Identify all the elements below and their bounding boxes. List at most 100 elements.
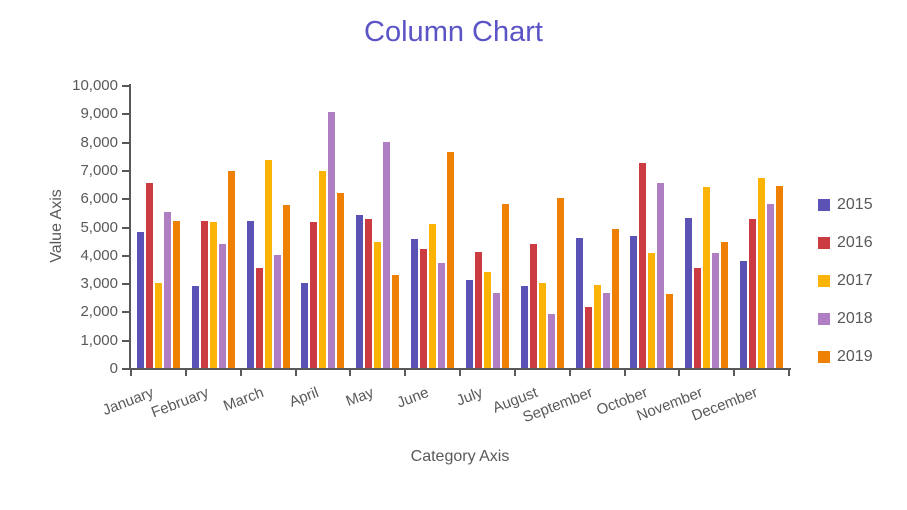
- y-tick-label: 8,000: [80, 133, 118, 151]
- bar-2016-may: [365, 219, 373, 368]
- bar-2019-august: [556, 198, 564, 368]
- bar-2017-november: [703, 186, 711, 368]
- bar-2015-march: [246, 220, 254, 368]
- bar-2016-january: [145, 182, 153, 368]
- y-axis-tick: [122, 169, 129, 172]
- bar-2019-september: [611, 229, 619, 368]
- bar-2018-august: [547, 314, 555, 368]
- y-tick-label: 6,000: [80, 190, 118, 208]
- bar-2017-august: [538, 283, 546, 368]
- legend-label: 2015: [837, 196, 873, 213]
- bar-2016-july: [474, 252, 482, 368]
- legend-swatch-icon: [818, 313, 830, 325]
- legend-label: 2018: [837, 310, 873, 327]
- y-tick-label: 10,000: [72, 77, 118, 94]
- bar-2016-march: [255, 267, 263, 368]
- legend-swatch-icon: [818, 237, 830, 249]
- bar-2018-july: [492, 293, 500, 368]
- y-axis-tick: [122, 339, 129, 342]
- bar-2016-april: [310, 222, 318, 368]
- y-tick-label: 9,000: [80, 105, 118, 123]
- x-axis-tick: [130, 370, 132, 376]
- legend-item-2018: 2018: [818, 310, 873, 328]
- y-axis-tick: [122, 113, 129, 116]
- bar-group-october: [624, 85, 679, 368]
- bar-2015-december: [740, 260, 748, 368]
- bar-2019-april: [337, 192, 345, 368]
- bar-group-february: [186, 85, 241, 368]
- x-axis-line: [129, 368, 791, 370]
- x-axis-tick: [349, 370, 352, 376]
- bar-2019-february: [227, 171, 235, 368]
- bar-2018-january: [163, 212, 171, 368]
- bar-2016-june: [420, 249, 428, 368]
- bar-2016-september: [584, 307, 592, 368]
- y-axis-tick: [122, 254, 129, 257]
- bar-group-november: [679, 85, 734, 368]
- bar-2019-january: [172, 220, 180, 368]
- bar-2018-october: [657, 182, 665, 368]
- bar-2018-december: [767, 203, 775, 368]
- bar-2018-june: [438, 263, 446, 368]
- bar-2017-march: [264, 160, 272, 368]
- y-tick-label: 7,000: [80, 161, 118, 179]
- legend-item-2017: 2017: [818, 272, 873, 290]
- y-axis-tick: [122, 368, 129, 370]
- x-axis-tick: [788, 370, 790, 376]
- bar-group-april: [295, 85, 350, 368]
- x-axis-tick: [513, 370, 516, 376]
- legend-swatch-icon: [818, 275, 830, 287]
- bar-2015-august: [520, 285, 528, 368]
- bar-2015-september: [575, 237, 583, 368]
- bar-2019-october: [666, 294, 674, 368]
- bar-2017-january: [154, 283, 162, 368]
- bar-2018-may: [383, 141, 391, 368]
- y-axis-tick: [122, 226, 129, 229]
- bar-2017-september: [593, 284, 601, 368]
- bar-2017-october: [648, 253, 656, 368]
- legend-label: 2017: [837, 272, 873, 289]
- legend-label: 2016: [837, 234, 873, 251]
- bar-2017-april: [319, 171, 327, 368]
- bar-group-june: [405, 85, 460, 368]
- bar-2016-august: [529, 243, 537, 368]
- x-axis-title: Category Axis: [410, 448, 510, 465]
- chart-title: Column Chart: [364, 16, 543, 48]
- legend-swatch-icon: [818, 351, 830, 363]
- bar-group-january: [131, 85, 186, 368]
- y-tick-label: 0: [109, 360, 118, 377]
- y-axis-line: [129, 84, 131, 370]
- y-axis-tick: [122, 311, 129, 314]
- x-axis-tick: [568, 370, 571, 376]
- bar-2016-february: [200, 220, 208, 368]
- x-axis-tick: [294, 370, 297, 376]
- bar-group-march: [241, 85, 296, 368]
- bar-2019-may: [392, 274, 400, 368]
- bar-2017-december: [758, 178, 766, 368]
- bar-2016-december: [749, 219, 757, 368]
- bar-2015-november: [685, 218, 693, 368]
- bar-2018-november: [712, 253, 720, 368]
- bar-2015-february: [191, 285, 199, 368]
- bar-2019-june: [447, 151, 455, 368]
- y-tick-label: 1,000: [80, 331, 118, 349]
- bar-2016-november: [694, 267, 702, 368]
- bar-2015-april: [301, 283, 309, 368]
- bar-2017-june: [429, 223, 437, 368]
- legend-item-2019: 2019: [818, 348, 873, 366]
- bar-group-may: [350, 85, 405, 368]
- legend-item-2016: 2016: [818, 234, 873, 252]
- x-axis-tick: [184, 370, 187, 376]
- x-axis-tick: [623, 370, 626, 376]
- bar-2015-june: [411, 239, 419, 368]
- y-tick-label: 3,000: [80, 275, 118, 293]
- bar-2018-february: [218, 243, 226, 368]
- bar-group-july: [460, 85, 515, 368]
- bar-2017-july: [483, 271, 491, 368]
- bar-2015-october: [630, 236, 638, 368]
- bar-2019-july: [501, 203, 509, 368]
- x-axis-tick: [678, 370, 681, 376]
- y-tick-label: 5,000: [80, 218, 118, 236]
- y-axis-title: Value Axis: [48, 189, 65, 263]
